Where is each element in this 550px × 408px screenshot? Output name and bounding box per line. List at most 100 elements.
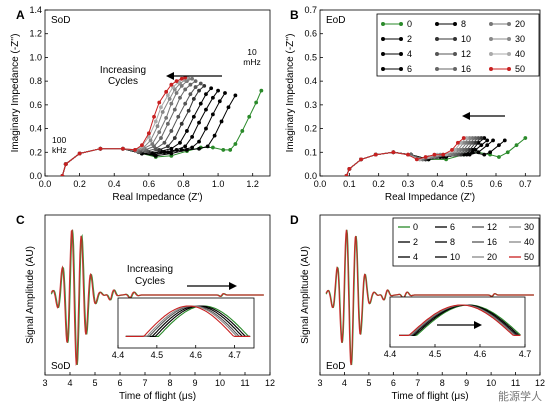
data-point [191, 114, 196, 119]
data-point [347, 166, 352, 171]
data-point [502, 138, 507, 143]
legend-marker [381, 37, 385, 41]
data-point [259, 88, 264, 93]
legend-label: 20 [487, 252, 497, 262]
panel-letter: C [16, 213, 25, 227]
data-point [202, 83, 207, 88]
data-point [458, 148, 463, 152]
plot-frame [319, 214, 541, 376]
x-axis-label: Time of flight (μs) [119, 391, 196, 402]
annotation-increasing: Increasing [100, 65, 146, 76]
x-tick-label: 0.1 [343, 179, 356, 189]
data-point [414, 157, 419, 162]
x-tick-label: 0.4 [431, 179, 444, 189]
data-point [461, 148, 466, 152]
legend-label: 2 [413, 237, 418, 247]
data-point [183, 144, 188, 149]
data-point [133, 148, 137, 152]
data-point [240, 129, 245, 133]
data-point [197, 139, 201, 144]
data-point [155, 124, 160, 129]
data-point [193, 79, 198, 84]
y-tick-label: 0.7 [304, 5, 317, 15]
y-tick-label: 0.4 [29, 124, 42, 134]
data-point [169, 82, 174, 87]
data-point [160, 110, 165, 114]
data-point [464, 136, 469, 140]
y-axis-label: Signal Amplitude (AU) [25, 246, 36, 344]
series-20 [60, 76, 195, 176]
data-point [485, 138, 490, 143]
series-line [61, 90, 219, 176]
x-tick-label: 0.0 [39, 179, 52, 189]
legend-marker [489, 22, 493, 26]
legend-label: 30 [524, 222, 534, 232]
series-50 [325, 229, 534, 366]
legend-marker [507, 37, 511, 41]
legend-label: 0 [407, 19, 412, 29]
legend-label: 20 [515, 19, 525, 29]
data-point [476, 136, 481, 140]
y-axis-label: Signal Amplitude (AU) [300, 246, 311, 344]
data-point [150, 142, 155, 146]
panel-b: 0.0 0.1 0.2 0.3 0.4 0.5 0.6 0.7 0.0 0.1 0.2 0.3 0.4 0… [285, 5, 541, 203]
data-point [174, 79, 179, 84]
legend-label: 30 [515, 34, 525, 44]
data-point [178, 140, 182, 145]
data-point [148, 138, 153, 143]
plot-area [50, 229, 264, 366]
panel-letter: B [290, 8, 299, 22]
y-tick-label: 0.2 [29, 147, 42, 157]
inset-x-tick-label: 4.7 [228, 350, 241, 360]
data-point [359, 157, 363, 162]
x-tick-label: 0.8 [177, 179, 190, 189]
y-tick-label: 0.1 [304, 147, 317, 157]
data-point [482, 136, 487, 140]
data-point [453, 148, 457, 152]
legend-label: 10 [450, 252, 460, 262]
legend-label: 6 [450, 222, 455, 232]
data-point [221, 148, 226, 152]
data-point [169, 151, 174, 156]
legend-marker [507, 22, 511, 26]
data-point [204, 92, 208, 97]
annotation-cycles: Cycles [135, 276, 165, 287]
data-point [373, 152, 378, 157]
series-line [61, 77, 188, 176]
data-point [183, 87, 188, 92]
x-tick-label: 10 [486, 378, 496, 388]
data-point [146, 131, 151, 136]
x-tick-label: 3 [42, 378, 47, 388]
x-tick-label: 6 [117, 378, 122, 388]
data-point [197, 120, 201, 125]
legend-marker [399, 67, 403, 71]
data-point [479, 143, 484, 148]
data-point [167, 97, 172, 101]
y-tick-label: 1.0 [29, 52, 42, 62]
x-tick-label: 5 [366, 378, 371, 388]
data-point [476, 150, 481, 155]
data-point [523, 136, 528, 140]
data-point [164, 116, 169, 120]
x-tick-label: 0.0 [314, 179, 327, 189]
data-point [183, 75, 188, 80]
inset-x-tick-label: 4.5 [151, 350, 164, 360]
legend-label: 6 [407, 64, 412, 74]
data-point [455, 140, 460, 145]
y-tick-label: 0.6 [304, 29, 317, 39]
y-tick-label: 0.0 [304, 171, 317, 181]
data-point [140, 143, 144, 148]
legend-marker [381, 52, 385, 56]
annotation-arrowhead [229, 282, 237, 290]
data-point [406, 152, 410, 157]
x-tick-label: 0.6 [490, 179, 503, 189]
series-line [61, 90, 262, 176]
data-point [470, 136, 475, 140]
legend-box [376, 13, 540, 77]
panel-letter: D [290, 213, 299, 227]
annotation-increasing: Increasing [127, 264, 173, 275]
data-point [210, 95, 215, 100]
x-tick-label: 4 [342, 378, 347, 388]
data-point [191, 97, 196, 101]
plot-area [60, 75, 264, 176]
